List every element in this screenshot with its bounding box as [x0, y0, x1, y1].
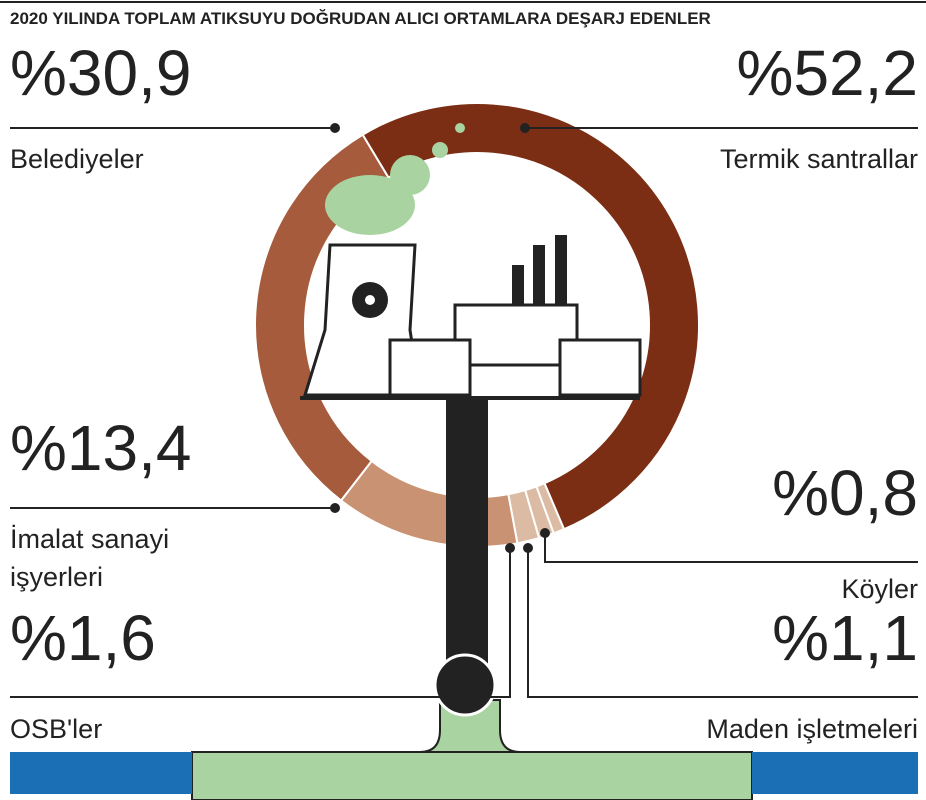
leader-dot [523, 543, 533, 553]
leader-dot [540, 528, 550, 538]
leader-dot [330, 503, 340, 513]
value-label: %13,4 [10, 412, 191, 484]
category-label: Belediyeler [10, 144, 144, 174]
chart-title: 2020 YILINDA TOPLAM ATIKSUYU DOĞRUDAN AL… [10, 9, 711, 28]
donut-slice [339, 459, 519, 548]
category-label: Köyler [841, 574, 918, 604]
leader-dot [330, 123, 340, 133]
value-label: %52,2 [737, 37, 918, 109]
leader-dot [505, 543, 515, 553]
value-label: %30,9 [10, 37, 191, 109]
category-label: Termik santrallar [719, 144, 918, 174]
value-label: %1,1 [772, 602, 918, 674]
illustration [10, 123, 918, 800]
category-label: OSB'ler [10, 714, 103, 744]
category-label: Maden işletmeleri [706, 714, 918, 744]
leader-lines [10, 123, 918, 698]
leader-dot [520, 123, 530, 133]
leader-line [544, 533, 918, 563]
leader-line [527, 548, 918, 698]
leader-line [10, 548, 511, 698]
value-label: %1,6 [10, 602, 156, 674]
category-label: İmalat sanayi işyerleri [10, 524, 170, 592]
value-label: %0,8 [772, 457, 918, 529]
